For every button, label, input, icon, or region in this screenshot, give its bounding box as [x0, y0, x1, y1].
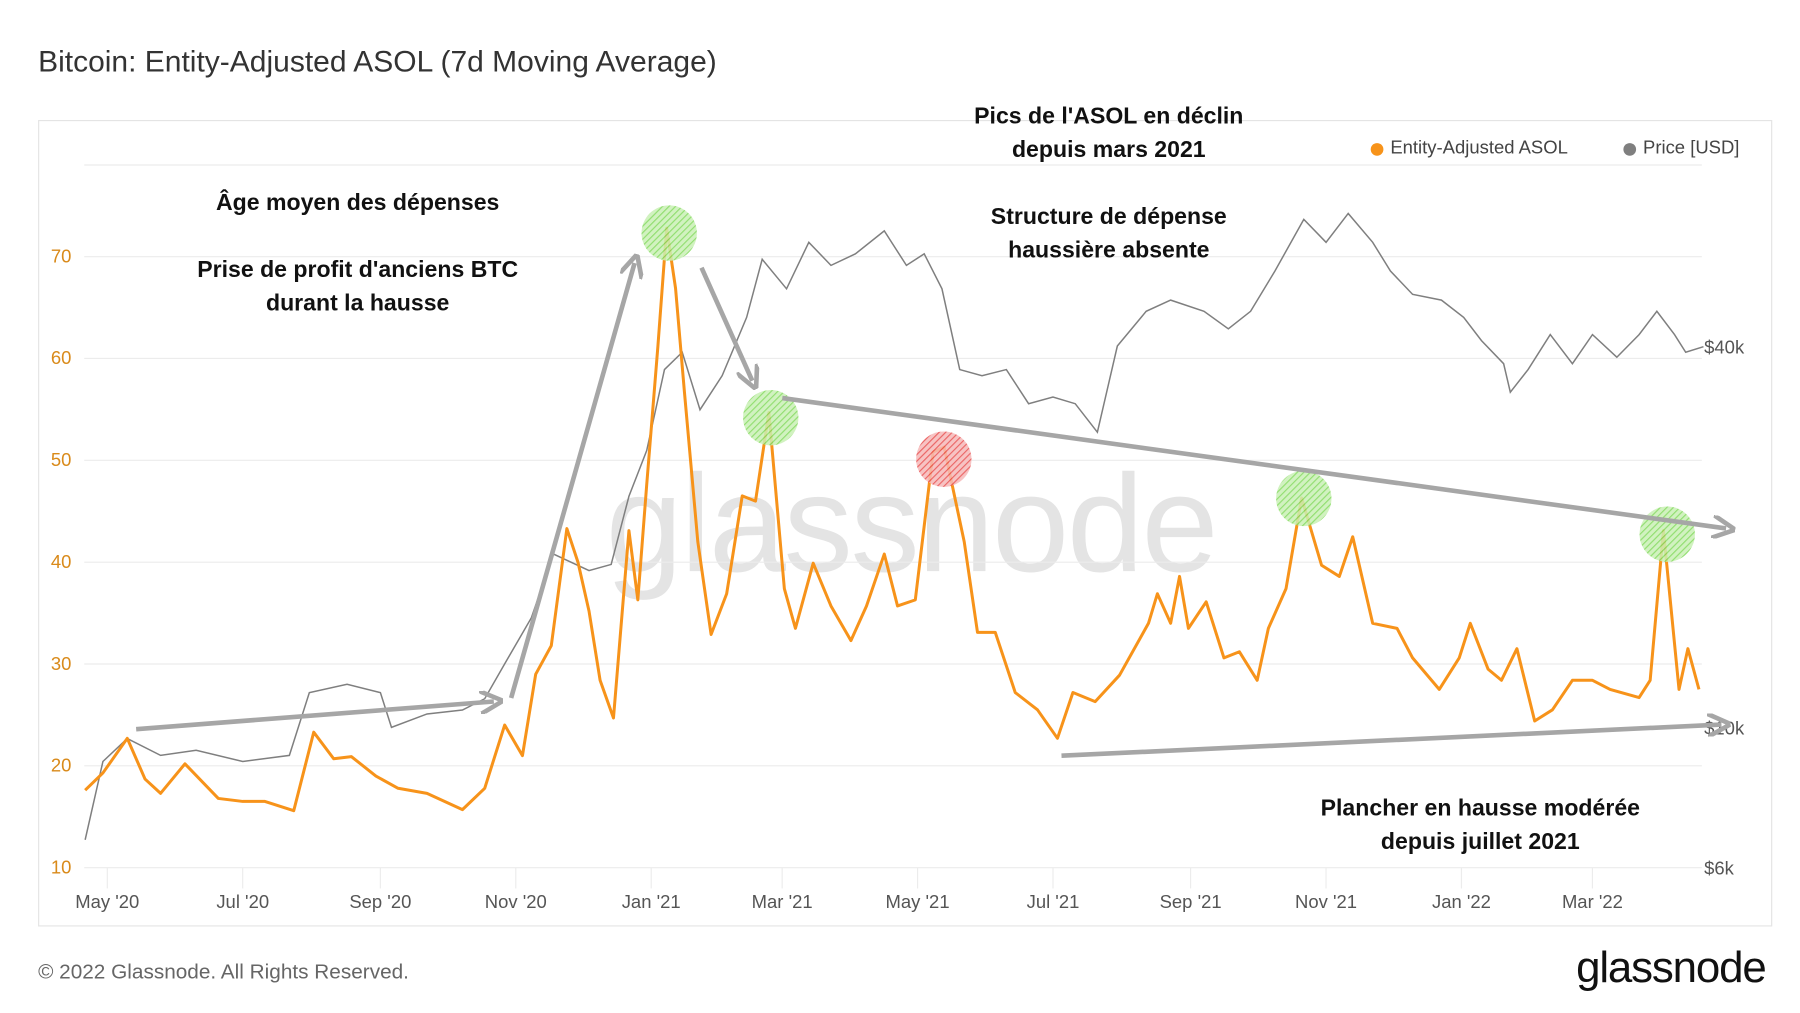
annotation-text: Âge moyen des dépenses — [215, 190, 500, 216]
y-right-tick-label: $40k — [1704, 337, 1745, 358]
legend-dot-icon — [1370, 142, 1384, 156]
x-tick-label: Nov '21 — [1295, 891, 1357, 912]
peak-marker-jan21 — [641, 205, 697, 261]
y-tick-label: 30 — [51, 653, 72, 674]
y-right-tick-label: $10k — [1704, 717, 1745, 738]
chart-title: Bitcoin: Entity-Adjusted ASOL (7d Moving… — [38, 43, 717, 79]
y-tick-label: 70 — [51, 245, 72, 266]
x-tick-label: Jan '22 — [1432, 891, 1491, 912]
peak-marker-feb21 — [743, 389, 799, 446]
x-tick-label: Mar '21 — [752, 891, 813, 912]
y-right-tick-label: $6k — [1704, 858, 1735, 879]
arrow-rising-floor — [1061, 725, 1721, 759]
glassnode-logo[interactable]: glassnode — [1576, 943, 1767, 993]
copyright: © 2022 Glassnode. All Rights Reserved. — [38, 959, 409, 984]
y-tick-label: 60 — [51, 347, 72, 368]
y-tick-label: 20 — [51, 755, 72, 776]
annotation-marks — [135, 205, 1726, 759]
legend-dot-icon — [1623, 142, 1637, 156]
x-tick-label: Jul '20 — [216, 891, 269, 912]
annotation-text: depuis mars 2021 — [1011, 137, 1206, 163]
y-tick-label: 10 — [51, 856, 72, 877]
watermark: glassnode — [605, 446, 1219, 602]
x-tick-label: Mar '22 — [1562, 891, 1623, 912]
annotation-top: Pics de l'ASOL en déclin depuis mars 202… — [936, 100, 1282, 167]
y-tick-label: 50 — [51, 449, 72, 470]
legend-item-asol[interactable]: Entity-Adjusted ASOL — [1370, 138, 1568, 159]
annotation-text: Structure de dépense — [990, 204, 1227, 230]
annotation-text: depuis juillet 2021 — [1380, 829, 1580, 855]
annotation-bottom: Plancher en hausse modérée depuis juille… — [1284, 793, 1676, 860]
arrow-drop — [699, 266, 753, 381]
peak-marker-oct21 — [1276, 470, 1332, 527]
peak-marker-may21 — [916, 431, 972, 487]
annotation-text: Pics de l'ASOL en déclin — [974, 103, 1244, 130]
annotation-mid: Structure de dépense haussière absente — [936, 201, 1282, 268]
x-tick-label: May '21 — [886, 891, 950, 912]
legend-label: Entity-Adjusted ASOL — [1390, 138, 1568, 159]
annotation-text: Plancher en hausse modérée — [1320, 796, 1641, 822]
x-tick-label: May '20 — [75, 891, 139, 912]
legend-item-price[interactable]: Price [USD] — [1623, 138, 1739, 159]
x-tick-label: Nov '20 — [485, 891, 547, 912]
x-tick-label: Jul '21 — [1027, 891, 1080, 912]
asol-line — [84, 226, 1701, 813]
annotation-text: haussière absente — [1008, 237, 1210, 264]
arrow-declining-peaks — [781, 395, 1726, 528]
annotation-left: Âge moyen des dépenses Prise de profit d… — [185, 187, 531, 321]
chart-frame — [38, 119, 1773, 927]
legend-label: Price [USD] — [1643, 138, 1740, 159]
x-tick-label: Jan '21 — [622, 891, 681, 912]
y-tick-label: 40 — [51, 551, 72, 572]
price-line — [84, 212, 1704, 841]
peak-marker-apr22 — [1639, 506, 1695, 562]
arrow-bull-run — [508, 263, 634, 699]
x-tick-label: Sep '20 — [349, 891, 411, 912]
x-tick-label: Sep '21 — [1160, 891, 1222, 912]
annotation-text: Prise de profit d'anciens BTC — [197, 257, 519, 283]
arrow-summer20 — [135, 702, 494, 732]
annotation-text: durant la hausse — [265, 290, 450, 317]
